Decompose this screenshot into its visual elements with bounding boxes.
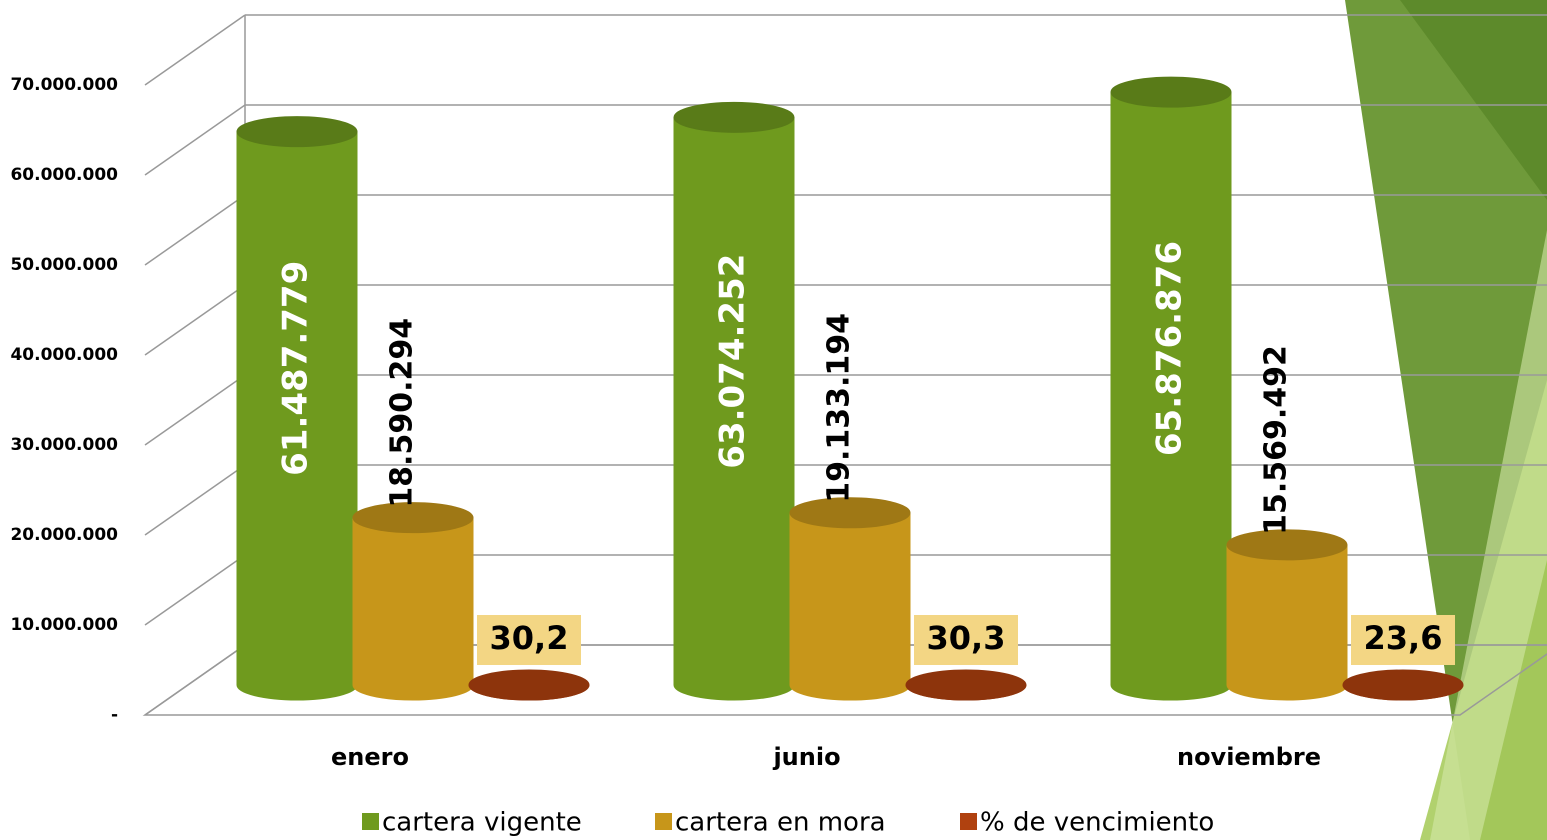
- grid-line: [144, 284, 246, 356]
- value-label: 23,6: [1364, 619, 1443, 657]
- bar-top: [905, 669, 1027, 701]
- legend-swatch: [960, 813, 977, 830]
- bar-top: [673, 101, 795, 133]
- y-tick-label: 50.000.000: [10, 255, 118, 275]
- y-tick-label: -: [111, 705, 118, 725]
- bar-top: [236, 116, 358, 148]
- value-label: 63.074.252: [713, 254, 753, 469]
- grid-line: [144, 194, 246, 266]
- bar-top: [789, 497, 911, 529]
- grid-line: [144, 14, 246, 86]
- x-tick-label: enero: [331, 743, 409, 771]
- grid-line: [144, 644, 246, 716]
- legend-label: cartera vigente: [382, 808, 582, 838]
- bar-top: [1342, 669, 1464, 701]
- y-tick-label: 30.000.000: [10, 435, 118, 455]
- y-tick-label: 10.000.000: [10, 615, 118, 635]
- x-tick-label: junio: [772, 743, 840, 771]
- bar-top: [1226, 529, 1348, 561]
- value-label: 65.876.876: [1150, 241, 1190, 456]
- value-label: 30,2: [490, 619, 569, 657]
- value-label-box: [1351, 614, 1455, 665]
- legend-swatch: [655, 813, 672, 830]
- bar-top: [1110, 76, 1232, 108]
- grid-line: [144, 104, 246, 176]
- bar: [352, 517, 474, 701]
- bar: [1226, 544, 1348, 701]
- legend-swatch: [362, 813, 379, 830]
- bar: [1110, 91, 1232, 701]
- value-label: 30,3: [927, 619, 1006, 657]
- bar: [673, 116, 795, 701]
- legend-label: cartera en mora: [675, 808, 886, 838]
- decoration: [1345, 0, 1547, 840]
- bar: [789, 512, 911, 701]
- value-label: 15.569.492: [1259, 345, 1294, 535]
- value-label-box: [477, 614, 581, 665]
- grid-line: [144, 374, 246, 446]
- legend-label: % de vencimiento: [980, 808, 1214, 838]
- grid-line: [144, 464, 246, 536]
- y-tick-label: 60.000.000: [10, 165, 118, 185]
- value-label: 61.487.779: [276, 261, 316, 476]
- y-tick-label: 20.000.000: [10, 525, 118, 545]
- bar-top: [468, 669, 590, 701]
- y-tick-label: 70.000.000: [10, 75, 118, 95]
- x-tick-label: noviembre: [1177, 743, 1321, 771]
- bar: [236, 131, 358, 701]
- bar-top: [352, 502, 474, 534]
- value-label-box: [914, 614, 1018, 665]
- value-label: 19.133.194: [822, 313, 857, 503]
- grid-line: [144, 554, 246, 626]
- y-tick-label: 40.000.000: [10, 345, 118, 365]
- value-label: 18.590.294: [385, 318, 420, 508]
